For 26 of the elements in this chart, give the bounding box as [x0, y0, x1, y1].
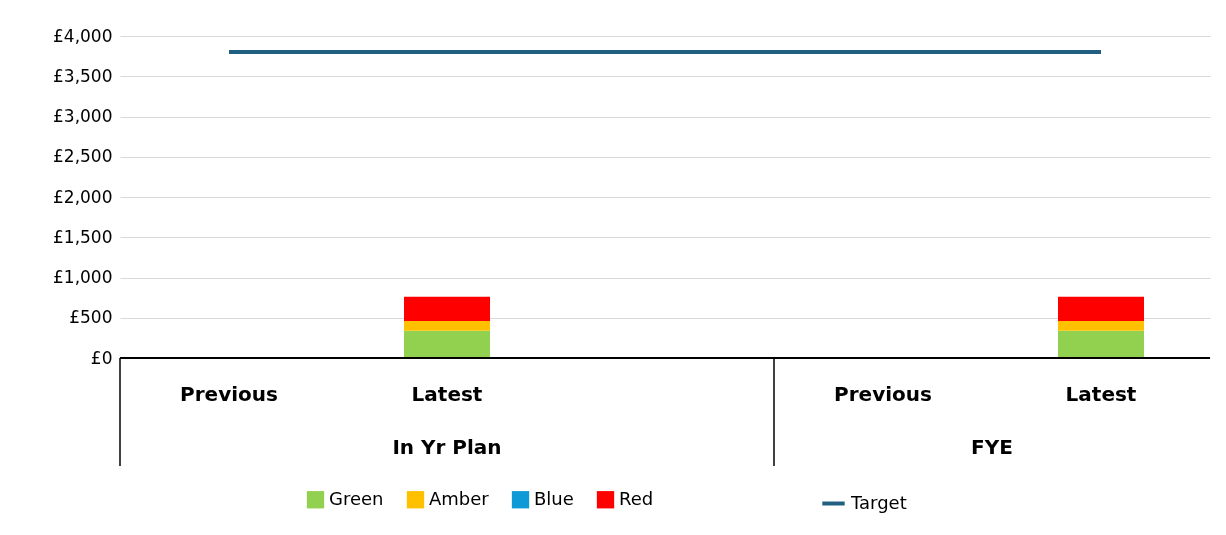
bar	[1058, 320, 1144, 331]
y-tick-label: £2,500	[53, 146, 113, 167]
bar	[1058, 296, 1144, 321]
legend-label: Red	[619, 487, 654, 509]
y-tick-label: £3,500	[53, 65, 113, 86]
y-tick-label: £500	[69, 307, 113, 328]
x-tick-label: Previous	[834, 381, 932, 406]
x-tick-label: Latest	[1065, 381, 1137, 406]
y-tick-label: £2,000	[53, 186, 113, 207]
x-tick-label: Latest	[411, 381, 483, 406]
y-tick-label: £1,000	[53, 267, 113, 287]
bar	[404, 320, 490, 331]
legend-label: Target	[850, 491, 907, 513]
bar	[1058, 330, 1144, 358]
text: FYE	[971, 435, 1013, 459]
legend-label: Blue	[534, 487, 574, 509]
legend-label: Amber	[429, 487, 490, 509]
x-tick-label: Previous	[180, 381, 278, 406]
y-tick-label: £3,000	[53, 106, 113, 126]
text: In Yr Plan	[392, 435, 502, 459]
y-tick-label: £0	[90, 347, 113, 368]
y-tick-label: £4,000	[53, 25, 113, 46]
bar	[404, 296, 490, 321]
legend-label: Green	[329, 487, 384, 509]
y-tick-label: £1,500	[53, 226, 113, 247]
bar	[404, 330, 490, 358]
